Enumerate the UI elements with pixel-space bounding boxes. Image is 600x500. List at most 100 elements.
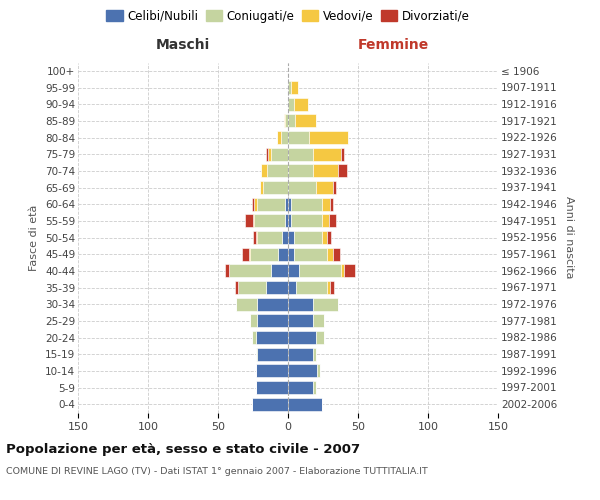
Bar [327,281,330,294]
Bar [235,281,238,294]
Bar [266,281,288,294]
Bar [313,164,338,177]
Bar [283,231,288,244]
Bar [333,248,340,260]
Bar [330,281,334,294]
Bar [288,131,309,144]
Bar [288,281,296,294]
Bar [254,214,285,228]
Legend: Celibi/Nubili, Coniugati/e, Vedovi/e, Divorziati/e: Celibi/Nubili, Coniugati/e, Vedovi/e, Di… [104,7,472,25]
Bar [313,148,341,160]
Bar [253,231,256,244]
Bar [285,198,288,210]
Bar [296,281,327,294]
Bar [288,364,317,378]
Bar [257,314,288,328]
Bar [316,181,333,194]
Bar [329,214,335,228]
Bar [256,348,257,360]
Bar [256,364,288,378]
Bar [295,114,316,128]
Bar [313,381,316,394]
Bar [254,198,257,210]
Bar [309,131,348,144]
Bar [251,198,254,210]
Bar [245,214,253,228]
Bar [288,264,299,278]
Bar [225,264,229,278]
Bar [236,298,257,310]
Bar [322,198,330,210]
Bar [262,164,267,177]
Bar [271,264,288,278]
Text: Femmine: Femmine [358,38,428,52]
Bar [288,231,293,244]
Bar [288,381,313,394]
Bar [285,114,288,128]
Bar [268,148,271,160]
Bar [271,148,288,160]
Bar [256,331,288,344]
Bar [250,248,278,260]
Bar [242,248,249,260]
Bar [288,298,313,310]
Bar [257,298,288,310]
Bar [322,231,327,244]
Bar [313,298,338,310]
Bar [333,181,335,194]
Bar [285,214,288,228]
Bar [327,231,331,244]
Bar [281,131,288,144]
Y-axis label: Fasce di età: Fasce di età [29,204,40,270]
Bar [267,164,288,177]
Bar [288,331,316,344]
Bar [344,264,355,278]
Bar [249,248,250,260]
Bar [263,181,288,194]
Bar [288,348,313,360]
Bar [288,248,293,260]
Bar [277,131,281,144]
Bar [229,264,271,278]
Bar [288,148,313,160]
Bar [284,114,285,128]
Bar [327,248,333,260]
Bar [322,214,329,228]
Bar [293,248,327,260]
Bar [341,264,344,278]
Bar [341,148,344,160]
Bar [313,314,325,328]
Bar [257,348,288,360]
Bar [293,231,322,244]
Bar [317,364,320,378]
Bar [291,81,298,94]
Text: Popolazione per età, sesso e stato civile - 2007: Popolazione per età, sesso e stato civil… [6,442,360,456]
Bar [293,98,308,110]
Bar [256,231,257,244]
Text: Maschi: Maschi [156,38,210,52]
Bar [256,381,288,394]
Bar [288,198,291,210]
Bar [288,181,316,194]
Bar [253,214,254,228]
Bar [288,98,293,110]
Bar [250,314,257,328]
Bar [316,331,325,344]
Bar [299,264,341,278]
Bar [251,398,288,410]
Y-axis label: Anni di nascita: Anni di nascita [564,196,574,278]
Bar [257,231,283,244]
Bar [251,331,256,344]
Bar [330,198,333,210]
Bar [266,148,268,160]
Bar [288,398,322,410]
Bar [291,214,322,228]
Text: COMUNE DI REVINE LAGO (TV) - Dati ISTAT 1° gennaio 2007 - Elaborazione TUTTITALI: COMUNE DI REVINE LAGO (TV) - Dati ISTAT … [6,468,428,476]
Bar [278,248,288,260]
Bar [257,198,285,210]
Bar [288,114,295,128]
Bar [288,164,313,177]
Bar [291,198,322,210]
Bar [288,214,291,228]
Bar [238,281,266,294]
